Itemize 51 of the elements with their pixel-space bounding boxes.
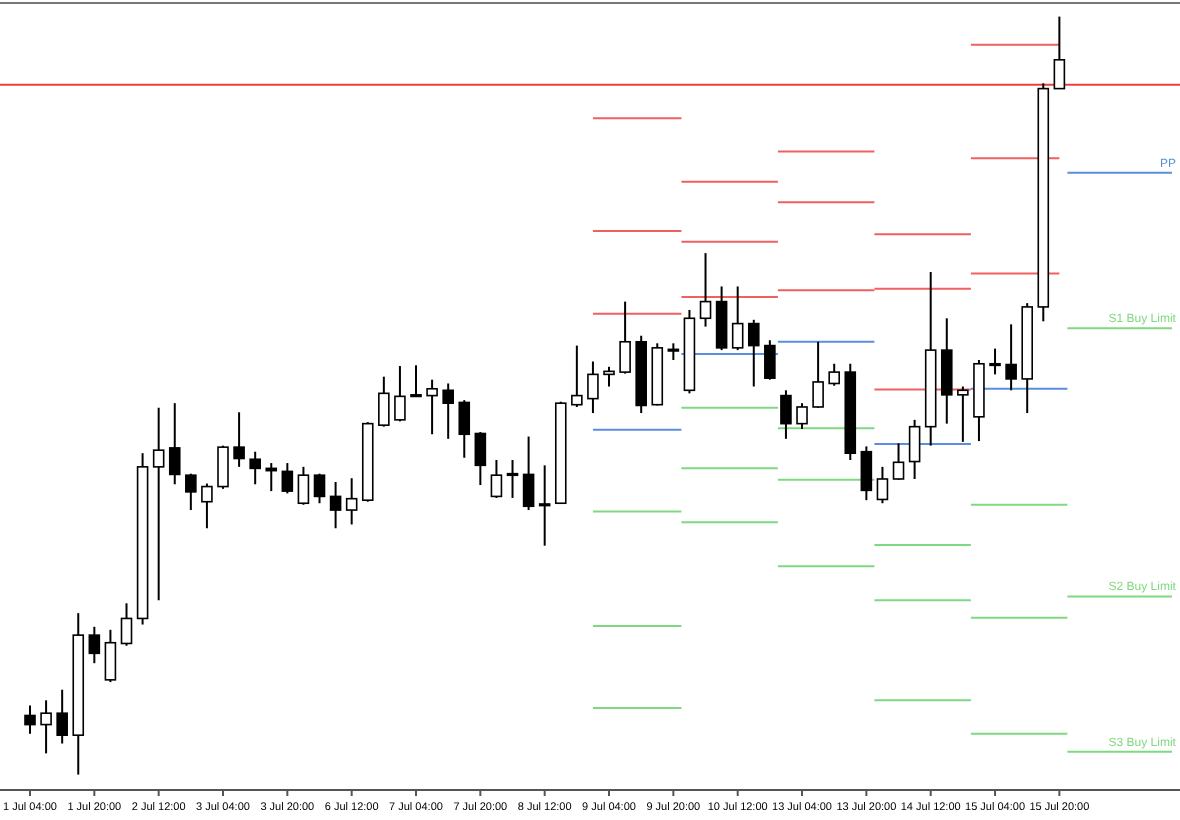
candlestick [185,472,197,512]
candlestick [104,628,117,684]
candlestick [152,406,165,602]
candlestick [522,435,535,512]
candlestick [281,462,294,495]
candlestick [474,430,487,487]
candlestick [378,375,390,428]
candlestick [571,344,583,408]
candlestick [957,385,969,443]
candlestick [506,459,519,499]
candlestick [345,477,358,526]
candlestick [458,399,471,459]
candlestick [812,340,824,409]
candlestick [233,411,245,468]
candlestick [442,382,454,440]
candlestick [410,364,422,398]
candlestick [780,389,792,440]
candlestick [1053,15,1066,90]
candlestick [490,459,503,499]
candlestick [249,450,261,486]
candlestick [619,300,631,375]
candlestick [538,464,551,547]
candlestick [747,318,760,388]
candlestick [699,252,712,328]
candlestick [88,625,101,665]
candlestick [715,285,728,352]
candlestick [587,360,599,415]
candlestick [860,445,873,502]
candlestick [168,402,181,486]
candlestick [201,482,213,530]
candlestick [876,465,889,505]
candlestick [313,472,326,505]
candlestick [24,704,36,735]
candlestick [217,444,229,490]
candlestick [329,481,342,530]
candlestick [40,699,52,755]
candlestick [297,465,310,506]
candlestick [394,365,406,423]
candlestick [1005,323,1017,392]
candlestick [764,339,776,381]
candlestick [940,317,953,425]
candlestick [120,602,133,647]
candlestick [603,365,615,388]
candlestick [796,402,808,430]
candlestick [426,378,438,436]
candlestick [989,347,1001,376]
candlestick [56,688,68,745]
candlestick [828,362,840,387]
candlestick [731,285,744,352]
candlestick [908,418,921,480]
candlestick [892,442,905,481]
